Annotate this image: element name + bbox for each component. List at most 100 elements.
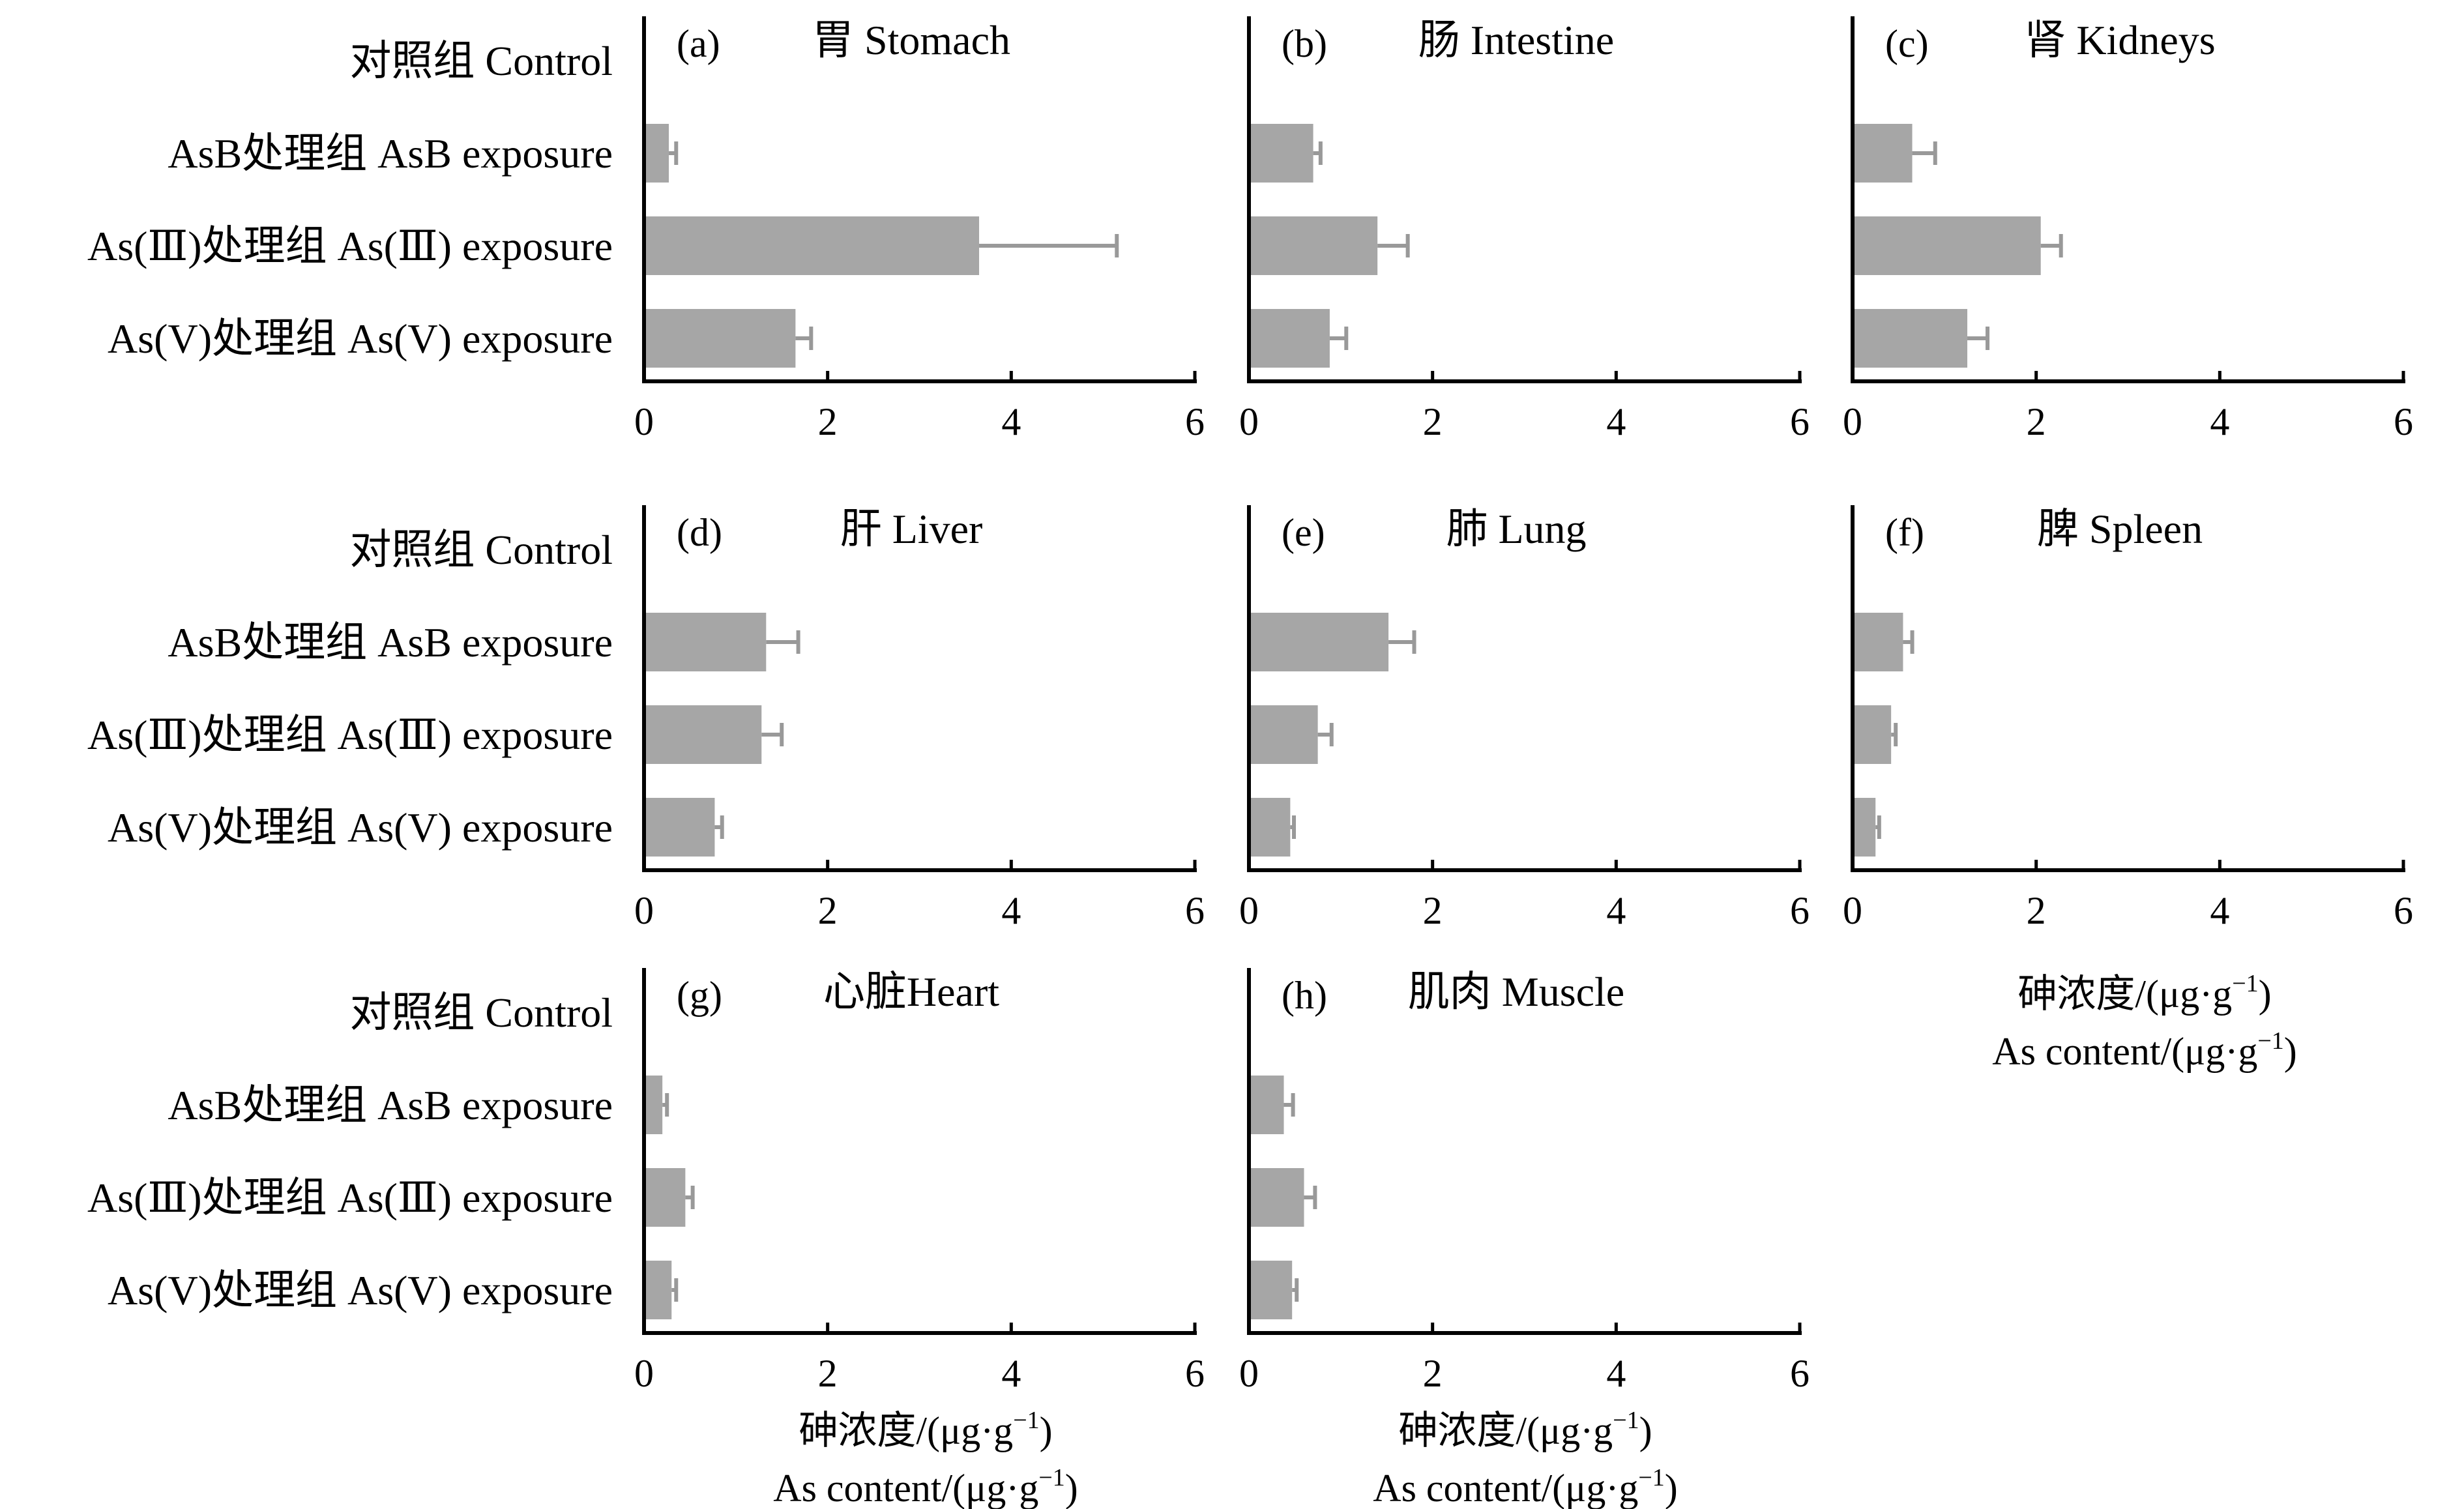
x-tick-label: 4 <box>1606 400 1626 443</box>
category-label: As(Ⅲ)处理组 As(Ⅲ) exposure <box>87 712 613 758</box>
x-axis-title-line: 砷浓度/(μg·g−1) <box>2017 970 2271 1016</box>
category-label: 对照组 Control <box>349 527 613 573</box>
x-tick-label: 6 <box>1790 889 1810 932</box>
bar <box>644 1168 686 1227</box>
x-tick-label: 0 <box>634 889 654 932</box>
panel-g: 0 2 4 6 (g) 心脏Heart 对照组 Control AsB处理组 AsB expo… <box>87 968 1205 1395</box>
x-tick-label: 0 <box>1239 889 1259 932</box>
bar <box>644 216 980 275</box>
bar <box>644 705 762 764</box>
x-axis-title: 砷浓度/(μg·g−1) As content/(μg·g−1) <box>1992 970 2297 1073</box>
panel-f: 0 2 4 6 (f) 脾 Spleen <box>1843 505 2413 932</box>
panel-letter: (a) <box>677 22 720 65</box>
x-tick-label: 2 <box>2027 889 2046 932</box>
x-tick-label: 2 <box>818 1352 838 1395</box>
bar <box>1853 705 1892 764</box>
bar <box>1249 124 1313 183</box>
x-tick-label: 6 <box>1185 400 1205 443</box>
x-tick-label: 0 <box>1239 400 1259 443</box>
x-tick-label: 6 <box>1790 400 1810 443</box>
category-label: As(Ⅲ)处理组 As(Ⅲ) exposure <box>87 223 613 269</box>
x-tick-label: 4 <box>1606 1352 1626 1395</box>
panel-h: 0 2 4 6 (h) 肌肉 Muscle <box>1239 968 1810 1395</box>
panel-letter: (e) <box>1282 511 1325 554</box>
panel-letter: (b) <box>1282 22 1327 65</box>
bar <box>1249 309 1330 368</box>
x-tick-label: 2 <box>818 889 838 932</box>
panel-title: 胃 Stomach <box>812 17 1010 63</box>
bar <box>1249 1168 1304 1227</box>
category-label: AsB处理组 AsB exposure <box>168 1082 613 1128</box>
panel-title: 肺 Lung <box>1446 506 1586 552</box>
x-axis-title-line: 砷浓度/(μg·g−1) <box>799 1407 1052 1452</box>
bar <box>1249 613 1389 671</box>
panel-letter: (c) <box>1885 22 1929 65</box>
bar <box>1853 124 1913 183</box>
panel-letter: (g) <box>677 974 722 1017</box>
panel-title: 肝 Liver <box>840 506 983 552</box>
bar <box>1853 216 2041 275</box>
x-axis-title-line: 砷浓度/(μg·g−1) <box>1398 1407 1652 1452</box>
x-tick-label: 2 <box>1423 1352 1443 1395</box>
x-axis-title-line: As content/(μg·g−1) <box>1373 1464 1678 1509</box>
bar <box>644 1261 672 1319</box>
panel-b: 0 2 4 6 (b) 肠 Intestine <box>1239 16 1810 443</box>
x-tick-label: 4 <box>1001 400 1021 443</box>
x-tick-label: 0 <box>1843 889 1862 932</box>
x-tick-label: 4 <box>1001 889 1021 932</box>
bar <box>1853 309 1968 368</box>
bar <box>1853 613 1903 671</box>
panel-letter: (f) <box>1885 511 1924 554</box>
bar <box>1249 705 1318 764</box>
x-tick-label: 0 <box>1843 400 1862 443</box>
x-axis-title-line: As content/(μg·g−1) <box>1992 1027 2297 1073</box>
category-label: 对照组 Control <box>349 989 613 1036</box>
x-tick-label: 6 <box>2394 400 2413 443</box>
x-tick-label: 4 <box>2210 889 2229 932</box>
bar <box>644 1076 663 1134</box>
panel-a: 0 2 4 6 (a) 胃 Stomach 对照组 Control AsB处理组 AsB ex… <box>87 16 1205 443</box>
x-axis-title: 砷浓度/(μg·g−1) As content/(μg·g−1) <box>773 1407 1078 1509</box>
bar <box>644 124 669 183</box>
x-tick-label: 4 <box>1001 1352 1021 1395</box>
panel-letter: (h) <box>1282 974 1327 1017</box>
category-label: As(V)处理组 As(V) exposure <box>108 1267 613 1313</box>
category-label: AsB处理组 AsB exposure <box>168 619 613 666</box>
panel-letter: (d) <box>677 511 722 554</box>
x-axis-title: 砷浓度/(μg·g−1) As content/(μg·g−1) <box>1373 1407 1678 1509</box>
panel-d: 0 2 4 6 (d) 肝 Liver 对照组 Control AsB处理组 AsB expo… <box>87 505 1205 932</box>
x-tick-label: 2 <box>818 400 838 443</box>
x-tick-label: 2 <box>2027 400 2046 443</box>
category-label: As(Ⅲ)处理组 As(Ⅲ) exposure <box>87 1175 613 1221</box>
x-tick-label: 2 <box>1423 400 1443 443</box>
bar <box>644 309 796 368</box>
x-tick-label: 0 <box>634 1352 654 1395</box>
x-tick-label: 6 <box>2394 889 2413 932</box>
x-axis-title-line: As content/(μg·g−1) <box>773 1464 1078 1509</box>
bar <box>1853 798 1876 857</box>
panel-title: 心脏Heart <box>823 969 999 1015</box>
panel-c: 0 2 4 6 (c) 肾 Kidneys <box>1843 16 2413 443</box>
category-label: 对照组 Control <box>349 38 613 84</box>
bar <box>1249 1076 1284 1134</box>
bar <box>644 613 767 671</box>
x-tick-label: 6 <box>1790 1352 1810 1395</box>
bar <box>1249 1261 1293 1319</box>
bar <box>1249 216 1378 275</box>
x-tick-label: 6 <box>1185 889 1205 932</box>
x-tick-label: 0 <box>634 400 654 443</box>
category-label: As(V)处理组 As(V) exposure <box>108 804 613 851</box>
category-label: As(V)处理组 As(V) exposure <box>108 315 613 362</box>
x-tick-label: 2 <box>1423 889 1443 932</box>
x-tick-label: 0 <box>1239 1352 1259 1395</box>
bar <box>644 798 715 857</box>
panel-title: 肾 Kidneys <box>2024 17 2215 63</box>
bar <box>1249 798 1291 857</box>
category-label: AsB处理组 AsB exposure <box>168 130 613 177</box>
panel-e: 0 2 4 6 (e) 肺 Lung <box>1239 505 1810 932</box>
x-tick-label: 4 <box>1606 889 1626 932</box>
x-tick-label: 6 <box>1185 1352 1205 1395</box>
panel-title: 肠 Intestine <box>1418 17 1614 63</box>
panel-title: 肌肉 Muscle <box>1408 969 1624 1015</box>
